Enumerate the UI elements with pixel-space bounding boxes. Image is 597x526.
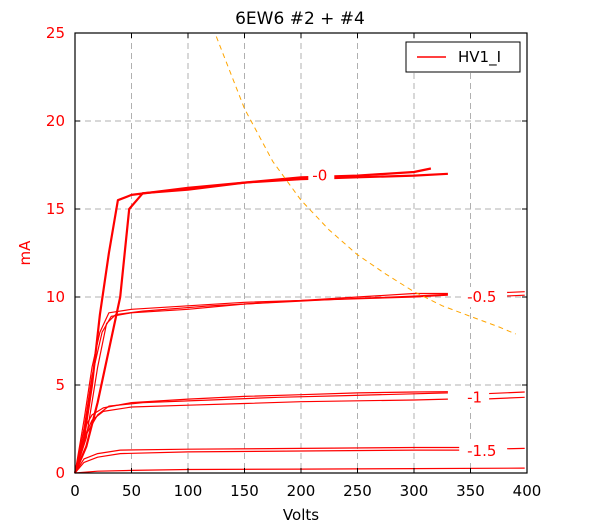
plate-curve-trace (74, 391, 448, 474)
y-tick-label: 20 (46, 112, 65, 130)
grid-lines (75, 33, 527, 473)
curve-label: -0 (312, 167, 327, 185)
legend-entry: HV1_I (458, 48, 501, 67)
plate-curve-trace (482, 396, 525, 400)
curve-label: -0.5 (467, 288, 496, 306)
x-tick-label: 100 (174, 482, 203, 500)
x-axis-ticks: 0 50 100 150 200 250 300 350 400 (70, 33, 541, 500)
y-tick-label: 5 (55, 376, 65, 394)
x-tick-label: 0 (70, 482, 80, 500)
chart-title: 6EW6 #2 + #4 (235, 9, 365, 29)
x-tick-label: 300 (400, 482, 429, 500)
y-tick-label: 15 (46, 200, 65, 218)
curve-label-background (308, 165, 335, 186)
x-tick-label: 250 (343, 482, 372, 500)
y-tick-label: 0 (55, 464, 65, 482)
plate-curve-trace (74, 293, 448, 474)
plate-curve-trace (74, 392, 448, 474)
curve-label-background (463, 441, 508, 461)
curve-label: -1.5 (467, 442, 496, 460)
x-axis-label: Volts (283, 506, 319, 524)
plate-curve-trace (74, 398, 448, 474)
y-axis-ticks: 0 5 10 15 20 25 (46, 24, 527, 482)
dissipation-curve (215, 36, 516, 335)
plate-curve-trace (74, 449, 460, 474)
curve-label: -1 (467, 388, 482, 406)
plate-curve-trace (74, 292, 448, 474)
legend: HV1_I (405, 41, 521, 73)
plate-curve-trace (73, 167, 432, 474)
x-tick-label: 400 (513, 482, 542, 500)
plate-curve-trace (482, 391, 525, 395)
curve-label-background (463, 287, 508, 307)
x-tick-label: 200 (287, 482, 316, 500)
dissipation-curve-group (215, 36, 516, 335)
curve-labels: -0 -0.5 -1 -1.5 (308, 165, 508, 461)
curve-label-background (463, 387, 490, 408)
y-axis-label: mA (16, 240, 34, 266)
plate-curve-trace (73, 172, 448, 474)
y-tick-label: 25 (46, 24, 65, 42)
x-tick-label: 50 (122, 482, 141, 500)
x-tick-label: 150 (230, 482, 259, 500)
plate-curve-trace (74, 446, 460, 474)
x-tick-label: 350 (456, 482, 485, 500)
y-tick-label: 10 (46, 288, 65, 306)
